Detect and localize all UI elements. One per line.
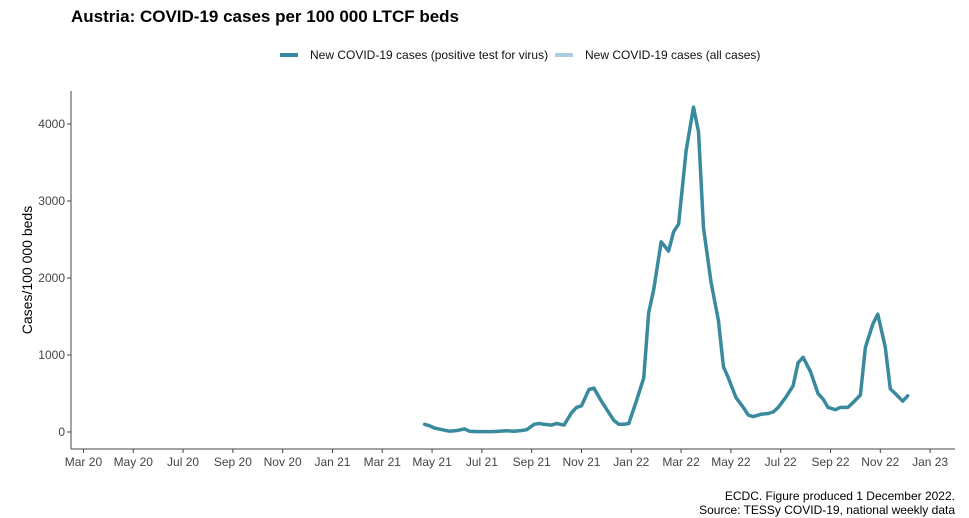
x-tick-label: Nov 20 [264,455,302,469]
x-tick-label: Jan 22 [613,455,649,469]
x-tick-label: Sep 22 [811,455,849,469]
x-tick-label: Jul 20 [167,455,199,469]
series-line-0 [422,105,910,434]
x-tick-label: Sep 20 [214,455,252,469]
x-tick-label: Nov 21 [562,455,600,469]
x-tick-label: Mar 22 [662,455,700,469]
x-tick-label: Mar 21 [364,455,402,469]
x-tick-label: Nov 22 [861,455,899,469]
y-axis-label: Cases/100 000 beds [19,206,35,334]
x-tick-label: Jan 21 [314,455,350,469]
chart-title: Austria: COVID-19 cases per 100 000 LTCF… [71,7,459,26]
series-layer [422,105,910,434]
x-tick-label: Mar 20 [65,455,103,469]
x-ticks: Mar 20 May 20 Jul 20 Sep 20 Nov 20 Jan 21 Mar … [65,449,948,469]
y-tick-label: 4000 [38,117,65,131]
y-tick-label: 1000 [38,348,65,362]
y-tick-label: 3000 [38,194,65,208]
y-tick-label: 0 [58,425,65,439]
legend-label-positive: New COVID-19 cases (positive test for vi… [310,48,548,62]
caption-line-1: ECDC. Figure produced 1 December 2022. [725,489,955,503]
x-tick-label: Jan 23 [912,455,948,469]
x-tick-label: Jul 22 [765,455,797,469]
caption-line-2: Source: TESSy COVID-19, national weekly … [699,503,955,517]
x-tick-label: May 22 [711,455,751,469]
y-ticks: 0 1000 2000 3000 4000 [38,117,71,439]
x-tick-label: Jul 21 [466,455,498,469]
y-tick-label: 2000 [38,271,65,285]
x-tick-label: Sep 21 [513,455,551,469]
legend-label-all: New COVID-19 cases (all cases) [585,48,760,62]
legend: New COVID-19 cases (positive test for vi… [280,48,760,62]
x-tick-label: May 21 [412,455,452,469]
x-tick-label: May 20 [114,455,154,469]
